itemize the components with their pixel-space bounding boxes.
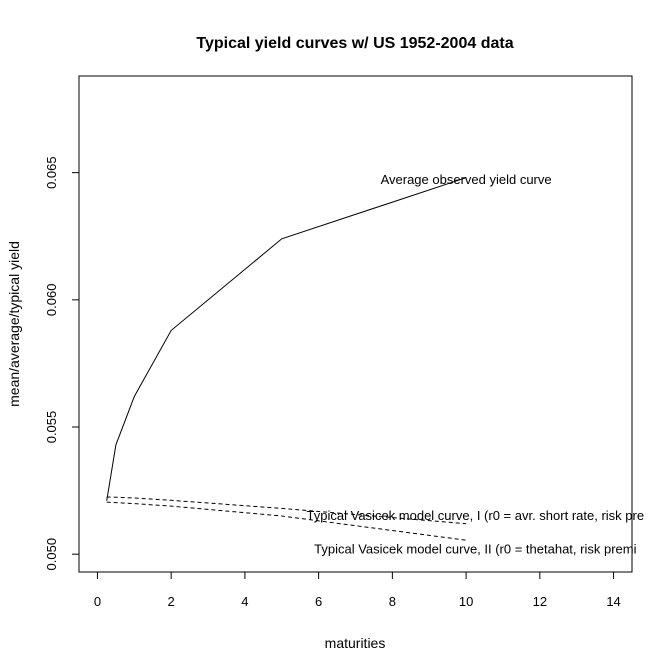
y-axis: 0.050 0.055 0.060 0.065 xyxy=(44,156,80,571)
plot-area-frame xyxy=(78,75,633,573)
x-tick-label: 10 xyxy=(459,594,473,609)
chart-title: Typical yield curves w/ US 1952-2004 dat… xyxy=(196,35,513,52)
x-tick-label: 2 xyxy=(168,594,175,609)
annotation-layer: Average observed yield curve Typical Vasi… xyxy=(307,172,645,557)
y-axis-label: mean/average/typical yield xyxy=(6,241,22,407)
x-axis: 0 2 4 6 8 10 12 14 xyxy=(94,571,621,609)
curve-annotation: Typical Vasicek model curve, II (r0 = th… xyxy=(314,542,636,557)
x-axis-label: maturities xyxy=(325,635,386,651)
y-tick-label: 0.055 xyxy=(44,411,59,444)
y-tick-label: 0.050 xyxy=(44,538,59,571)
series-line-1 xyxy=(106,177,467,501)
y-tick-label: 0.060 xyxy=(44,284,59,317)
x-tick-label: 6 xyxy=(315,594,322,609)
series-line-3 xyxy=(106,501,467,541)
y-tick-label: 0.065 xyxy=(44,156,59,189)
x-tick-label: 8 xyxy=(389,594,396,609)
series-line-2 xyxy=(106,496,467,525)
curve-annotation: Average observed yield curve xyxy=(381,172,552,187)
x-tick-label: 12 xyxy=(533,594,547,609)
x-tick-label: 0 xyxy=(94,594,101,609)
series-layer xyxy=(106,177,467,541)
x-tick-label: 14 xyxy=(606,594,620,609)
curve-annotation: Typical Vasicek model curve, I (r0 = avr… xyxy=(307,508,645,523)
x-tick-label: 4 xyxy=(241,594,248,609)
